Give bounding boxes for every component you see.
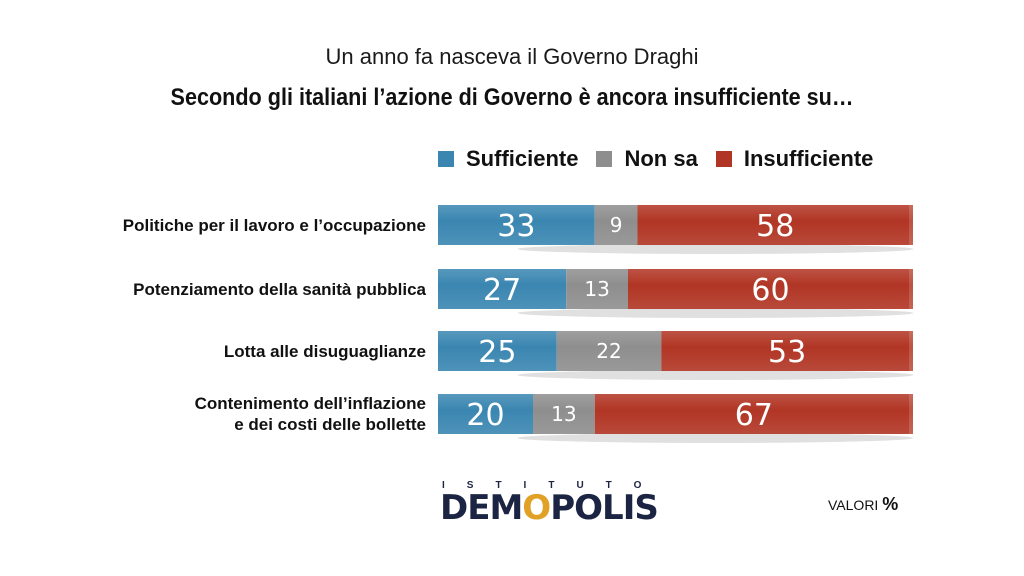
category-label-2: Lotta alle disuguaglianze: [46, 341, 426, 362]
legend-swatch-sufficiente: [438, 151, 454, 167]
unit-label-text: VALORI: [828, 497, 879, 513]
data-label-sufficiente-0: 33: [497, 209, 535, 244]
logo-main-pre: DEM: [440, 488, 523, 528]
logo-top-text: ISTITUTO: [442, 480, 664, 491]
demopolis-logo: ISTITUTO DEMOPOLIS: [440, 480, 680, 525]
category-label-line: Lotta alle disuguaglianze: [223, 341, 426, 361]
bar-sufficiente-2: [438, 331, 557, 371]
logo-main-o: O: [522, 488, 551, 528]
legend-swatch-non-sa: [596, 151, 613, 167]
legend: Sufficiente Non sa Insufficiente: [438, 144, 891, 174]
bar-insufficiente-1: [628, 269, 913, 309]
bar-non-sa-1: [566, 269, 628, 309]
data-label-sufficiente-3: 20: [466, 398, 504, 433]
bar-insufficiente-0: [637, 205, 913, 245]
data-label-non-sa-2: 22: [596, 339, 621, 363]
bar-end-cap: [909, 394, 913, 434]
data-label-insufficiente-3: 67: [735, 398, 773, 433]
bar-sufficiente-0: [438, 205, 595, 245]
unit-symbol: %: [882, 494, 899, 514]
category-label-3: Contenimento dell’inflazione e dei costi …: [46, 393, 426, 435]
logo-main-text: DEMOPOLIS: [440, 491, 680, 525]
bar-insufficiente-2: [661, 331, 913, 371]
legend-label-insufficiente: Insufficiente: [743, 146, 874, 171]
bar-end-cap: [909, 331, 913, 371]
bar-end-cap: [909, 205, 913, 245]
category-label-line: Politiche per il lavoro e l’occupazione: [122, 215, 426, 235]
category-label-line: Potenziamento della sanità pubblica: [133, 279, 426, 299]
data-label-insufficiente-2: 53: [768, 335, 806, 370]
chart-title: Secondo gli italiani l’azione di Governo…: [170, 84, 854, 111]
legend-label-non-sa: Non sa: [624, 146, 698, 171]
data-label-non-sa-3: 13: [551, 402, 576, 426]
bar-shadow: [517, 308, 914, 318]
data-label-sufficiente-1: 27: [483, 273, 521, 308]
unit-label: VALORI %: [828, 494, 898, 515]
legend-item-sufficiente: Sufficiente: [438, 146, 578, 172]
bar-shadow: [517, 244, 914, 254]
bar-non-sa-3: [533, 394, 595, 434]
category-label-1: Potenziamento della sanità pubblica: [46, 279, 426, 300]
data-label-sufficiente-2: 25: [478, 335, 516, 370]
legend-label-sufficiente: Sufficiente: [466, 146, 579, 171]
legend-swatch-insufficiente: [715, 151, 732, 167]
category-label-line: e dei costi delle bollette: [234, 415, 426, 434]
legend-item-insufficiente: Insufficiente: [715, 146, 874, 172]
data-label-insufficiente-0: 58: [756, 209, 794, 244]
data-label-non-sa-1: 13: [584, 277, 609, 301]
bar-end-cap: [909, 269, 913, 309]
logo-main-post: POLIS: [550, 488, 659, 528]
bar-non-sa-0: [594, 205, 638, 245]
bar-sufficiente-1: [438, 269, 567, 309]
chart-subtitle: Un anno fa nasceva il Governo Draghi: [325, 44, 699, 69]
data-label-insufficiente-1: 60: [751, 273, 789, 308]
bar-insufficiente-3: [594, 394, 913, 434]
legend-item-non-sa: Non sa: [596, 146, 698, 172]
bar-shadow: [517, 370, 914, 380]
bar-non-sa-2: [556, 331, 662, 371]
bar-shadow: [517, 433, 914, 443]
data-label-non-sa-0: 9: [610, 213, 623, 237]
category-label-0: Politiche per il lavoro e l’occupazione: [46, 215, 426, 236]
category-label-line: Contenimento dell’inflazione: [194, 394, 426, 413]
bar-sufficiente-3: [438, 394, 533, 434]
